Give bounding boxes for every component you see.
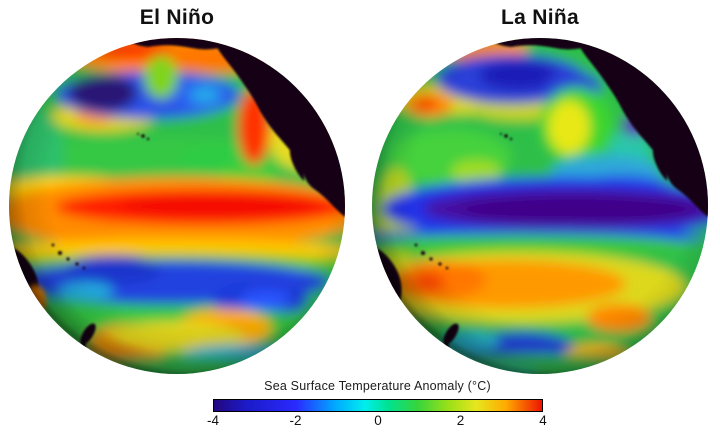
- colorbar-tick-0: 0: [374, 413, 382, 428]
- colorbar-tick-neg4: -4: [206, 413, 220, 428]
- colorbar-ticks: -4 -2 0 2 4: [207, 413, 547, 429]
- colorbar-tick-neg2: -2: [289, 413, 302, 428]
- la-nina-globe: [372, 38, 708, 374]
- colorbar-label: Sea Surface Temperature Anomaly (°C): [264, 379, 491, 393]
- el-nino-title: El Niño: [139, 6, 215, 29]
- globe-limb-shading: [9, 38, 345, 374]
- colorbar-tick-4: 4: [539, 413, 547, 428]
- el-nino-globe: [9, 38, 345, 374]
- la-nina-title: La Niña: [501, 6, 579, 29]
- colorbar-tick-2: 2: [456, 413, 465, 428]
- colorbar-gradient: [213, 399, 543, 412]
- globe-limb-shading: [372, 38, 708, 374]
